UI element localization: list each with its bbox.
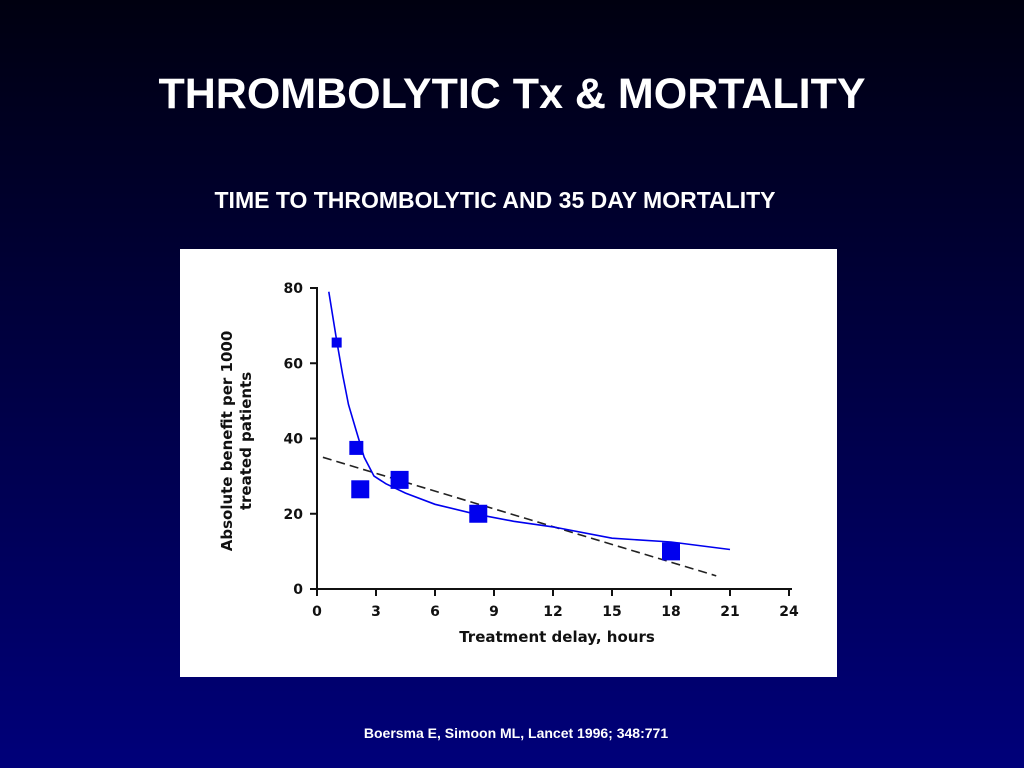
x-tick-label: 3 — [371, 604, 381, 620]
axis-ticks-layer: 0 3 6 9 12 15 18 21 24 0 20 40 60 80 — [284, 281, 799, 620]
linear-trend-line — [322, 456, 717, 577]
chart-panel: 0 3 6 9 12 15 18 21 24 0 20 40 60 80 Treatment delay,… — [180, 249, 837, 677]
y-tick-label: 40 — [284, 432, 304, 448]
data-point-square — [469, 504, 488, 523]
data-point-square — [390, 470, 409, 489]
y-tick-label: 20 — [284, 507, 304, 523]
x-tick-label: 24 — [779, 604, 799, 620]
x-tick-label: 18 — [661, 604, 680, 620]
y-axis-label: Absolute benefit per 1000 treated patien… — [218, 331, 255, 552]
y-axis-label-line-2: treated patients — [237, 372, 255, 510]
fitted-curve — [328, 291, 731, 551]
x-tick-label: 9 — [489, 604, 499, 620]
data-point-square — [349, 440, 364, 455]
y-tick-label: 60 — [284, 356, 304, 372]
data-points-layer — [331, 337, 680, 561]
x-tick-label: 15 — [602, 604, 621, 620]
data-point-square — [331, 337, 342, 348]
x-tick-label: 0 — [312, 604, 322, 620]
fitted-curve-layer — [328, 291, 731, 551]
chart-subtitle: TIME TO THROMBOLYTIC AND 35 DAY MORTALIT… — [214, 187, 776, 213]
data-point-square — [351, 480, 370, 499]
citation: Boersma E, Simoon ML, Lancet 1996; 348:7… — [363, 725, 669, 741]
y-axis-label-line-1: Absolute benefit per 1000 — [218, 331, 236, 552]
x-tick-label: 6 — [430, 604, 440, 620]
x-tick-label: 12 — [543, 604, 562, 620]
mortality-chart: 0 3 6 9 12 15 18 21 24 0 20 40 60 80 Treatment delay,… — [218, 281, 799, 646]
x-axis-label: Treatment delay, hours — [459, 628, 655, 646]
data-point-square — [662, 542, 680, 561]
trend-line-layer — [322, 456, 717, 577]
y-tick-label: 0 — [293, 582, 303, 598]
y-tick-label: 80 — [284, 281, 304, 297]
x-tick-label: 21 — [720, 604, 739, 620]
slide-title: THROMBOLYTIC Tx & MORTALITY — [158, 70, 866, 118]
